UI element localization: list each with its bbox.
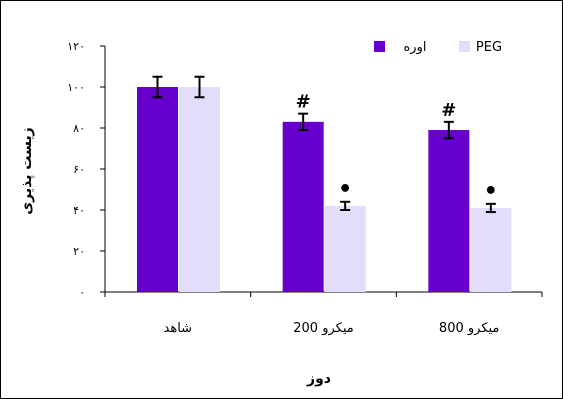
legend-label-peg: PEG bbox=[476, 40, 502, 55]
legend-label-urea: اوره bbox=[404, 40, 427, 55]
x-category-label: میکرو 200 bbox=[293, 321, 353, 336]
legend-swatch-peg bbox=[459, 41, 470, 52]
bar-peg-2 bbox=[470, 207, 512, 292]
y-tick-label: ۸۰ bbox=[73, 122, 85, 135]
x-axis-title: دوز bbox=[306, 371, 331, 387]
legend-swatch-urea bbox=[374, 41, 385, 52]
significance-marker: # bbox=[296, 92, 311, 113]
x-category-label: شاهد bbox=[164, 321, 193, 336]
y-tick-label: ۰ bbox=[79, 286, 85, 299]
y-tick-label: ۱۰۰ bbox=[67, 81, 85, 94]
bar-urea-2 bbox=[428, 130, 470, 292]
significance-marker: # bbox=[441, 100, 456, 121]
significance-marker: • bbox=[338, 177, 352, 202]
y-axis-title: زیست پذیری bbox=[19, 127, 35, 214]
bar-peg-0 bbox=[179, 87, 220, 292]
bar-peg-1 bbox=[324, 205, 366, 292]
y-tick-label: ۱۲۰ bbox=[67, 40, 85, 53]
x-category-label: میکرو 800 bbox=[439, 321, 499, 336]
bar-urea-0 bbox=[137, 87, 178, 292]
bar-urea-1 bbox=[282, 121, 324, 292]
significance-marker: • bbox=[484, 179, 498, 204]
y-tick-label: ۴۰ bbox=[73, 204, 85, 217]
y-tick-label: ۶۰ bbox=[73, 163, 85, 176]
y-tick-label: ۲۰ bbox=[73, 245, 85, 258]
